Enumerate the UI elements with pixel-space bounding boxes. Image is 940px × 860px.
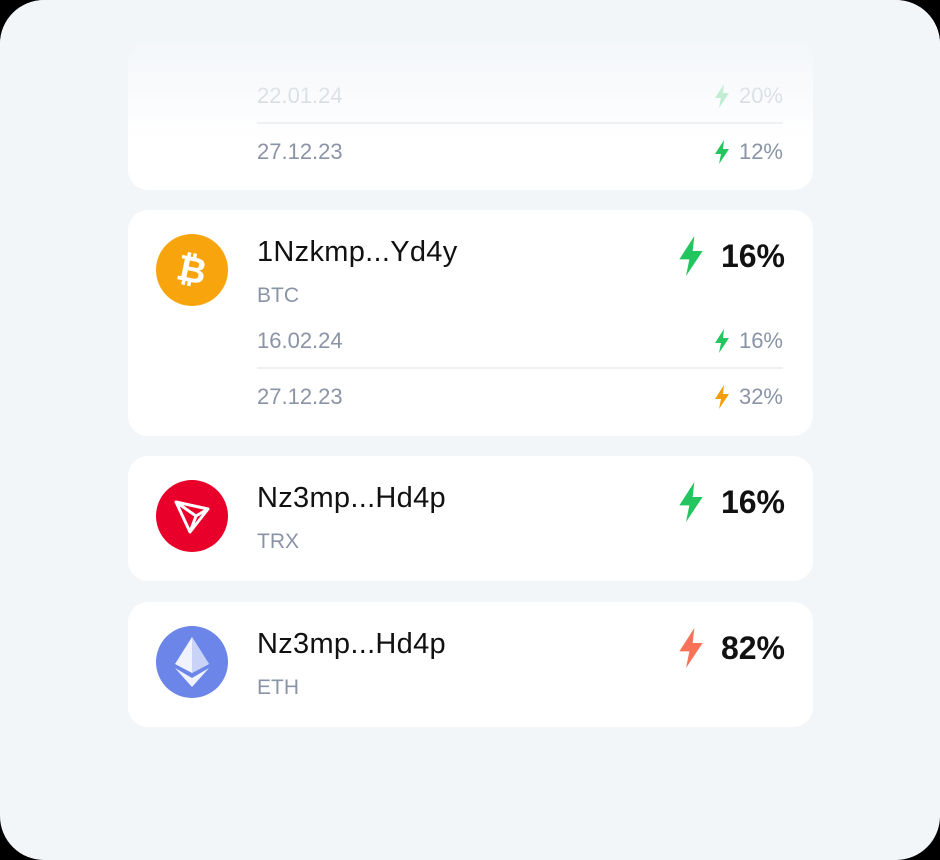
- wallet-pct: 82%: [720, 629, 785, 666]
- history-pct: 12%: [738, 139, 783, 164]
- wallet-coin: BTC: [257, 284, 299, 307]
- divider: [257, 367, 783, 369]
- history-row: 27.12.23 32%: [257, 369, 783, 425]
- wallet-energy: 16%: [679, 482, 785, 522]
- history-row: 22.01.24 20%: [257, 68, 783, 124]
- history-date: 22.01.24: [257, 83, 343, 108]
- ethereum-icon: [156, 626, 228, 698]
- wallet-card-0[interactable]: 22.01.24 20% 27.12.23 12%: [128, 40, 813, 190]
- history-date: 27.12.23: [257, 384, 343, 409]
- bolt-icon: [679, 236, 703, 276]
- bolt-icon: [714, 84, 729, 108]
- history-date: 27.12.23: [257, 139, 343, 164]
- bolt-icon: [679, 628, 703, 668]
- history-date: 16.02.24: [257, 328, 343, 353]
- wallet-card-btc[interactable]: ₿ 1Nzkmp...Yd4y BTC 16% 16.02.24 16% 27.…: [128, 210, 813, 436]
- wallet-energy: 82%: [679, 628, 785, 668]
- history-pct: 32%: [738, 384, 783, 409]
- wallet-address: Nz3mp...Hd4p: [257, 482, 446, 514]
- history-pct: 20%: [738, 83, 783, 108]
- wallet-card-eth[interactable]: Nz3mp...Hd4p ETH 82%: [128, 602, 813, 727]
- bolt-icon: [679, 482, 703, 522]
- wallet-coin: TRX: [257, 530, 299, 553]
- wallet-energy: 16%: [679, 236, 785, 276]
- wallet-address: Nz3mp...Hd4p: [257, 628, 446, 660]
- bitcoin-icon: ₿: [156, 234, 228, 306]
- wallet-pct: 16%: [720, 483, 785, 520]
- history-pct: 16%: [738, 328, 783, 353]
- history-row: 27.12.23 12%: [257, 124, 783, 180]
- history-row: 16.02.24 16%: [257, 313, 783, 369]
- bolt-icon: [714, 140, 729, 164]
- tron-icon: [156, 480, 228, 552]
- bolt-icon: [714, 329, 729, 353]
- wallet-pct: 16%: [720, 237, 785, 274]
- wallet-coin: ETH: [257, 676, 299, 699]
- wallet-card-trx[interactable]: Nz3mp...Hd4p TRX 16%: [128, 456, 813, 581]
- bolt-icon: [714, 385, 729, 409]
- wallet-address: 1Nzkmp...Yd4y: [257, 236, 458, 268]
